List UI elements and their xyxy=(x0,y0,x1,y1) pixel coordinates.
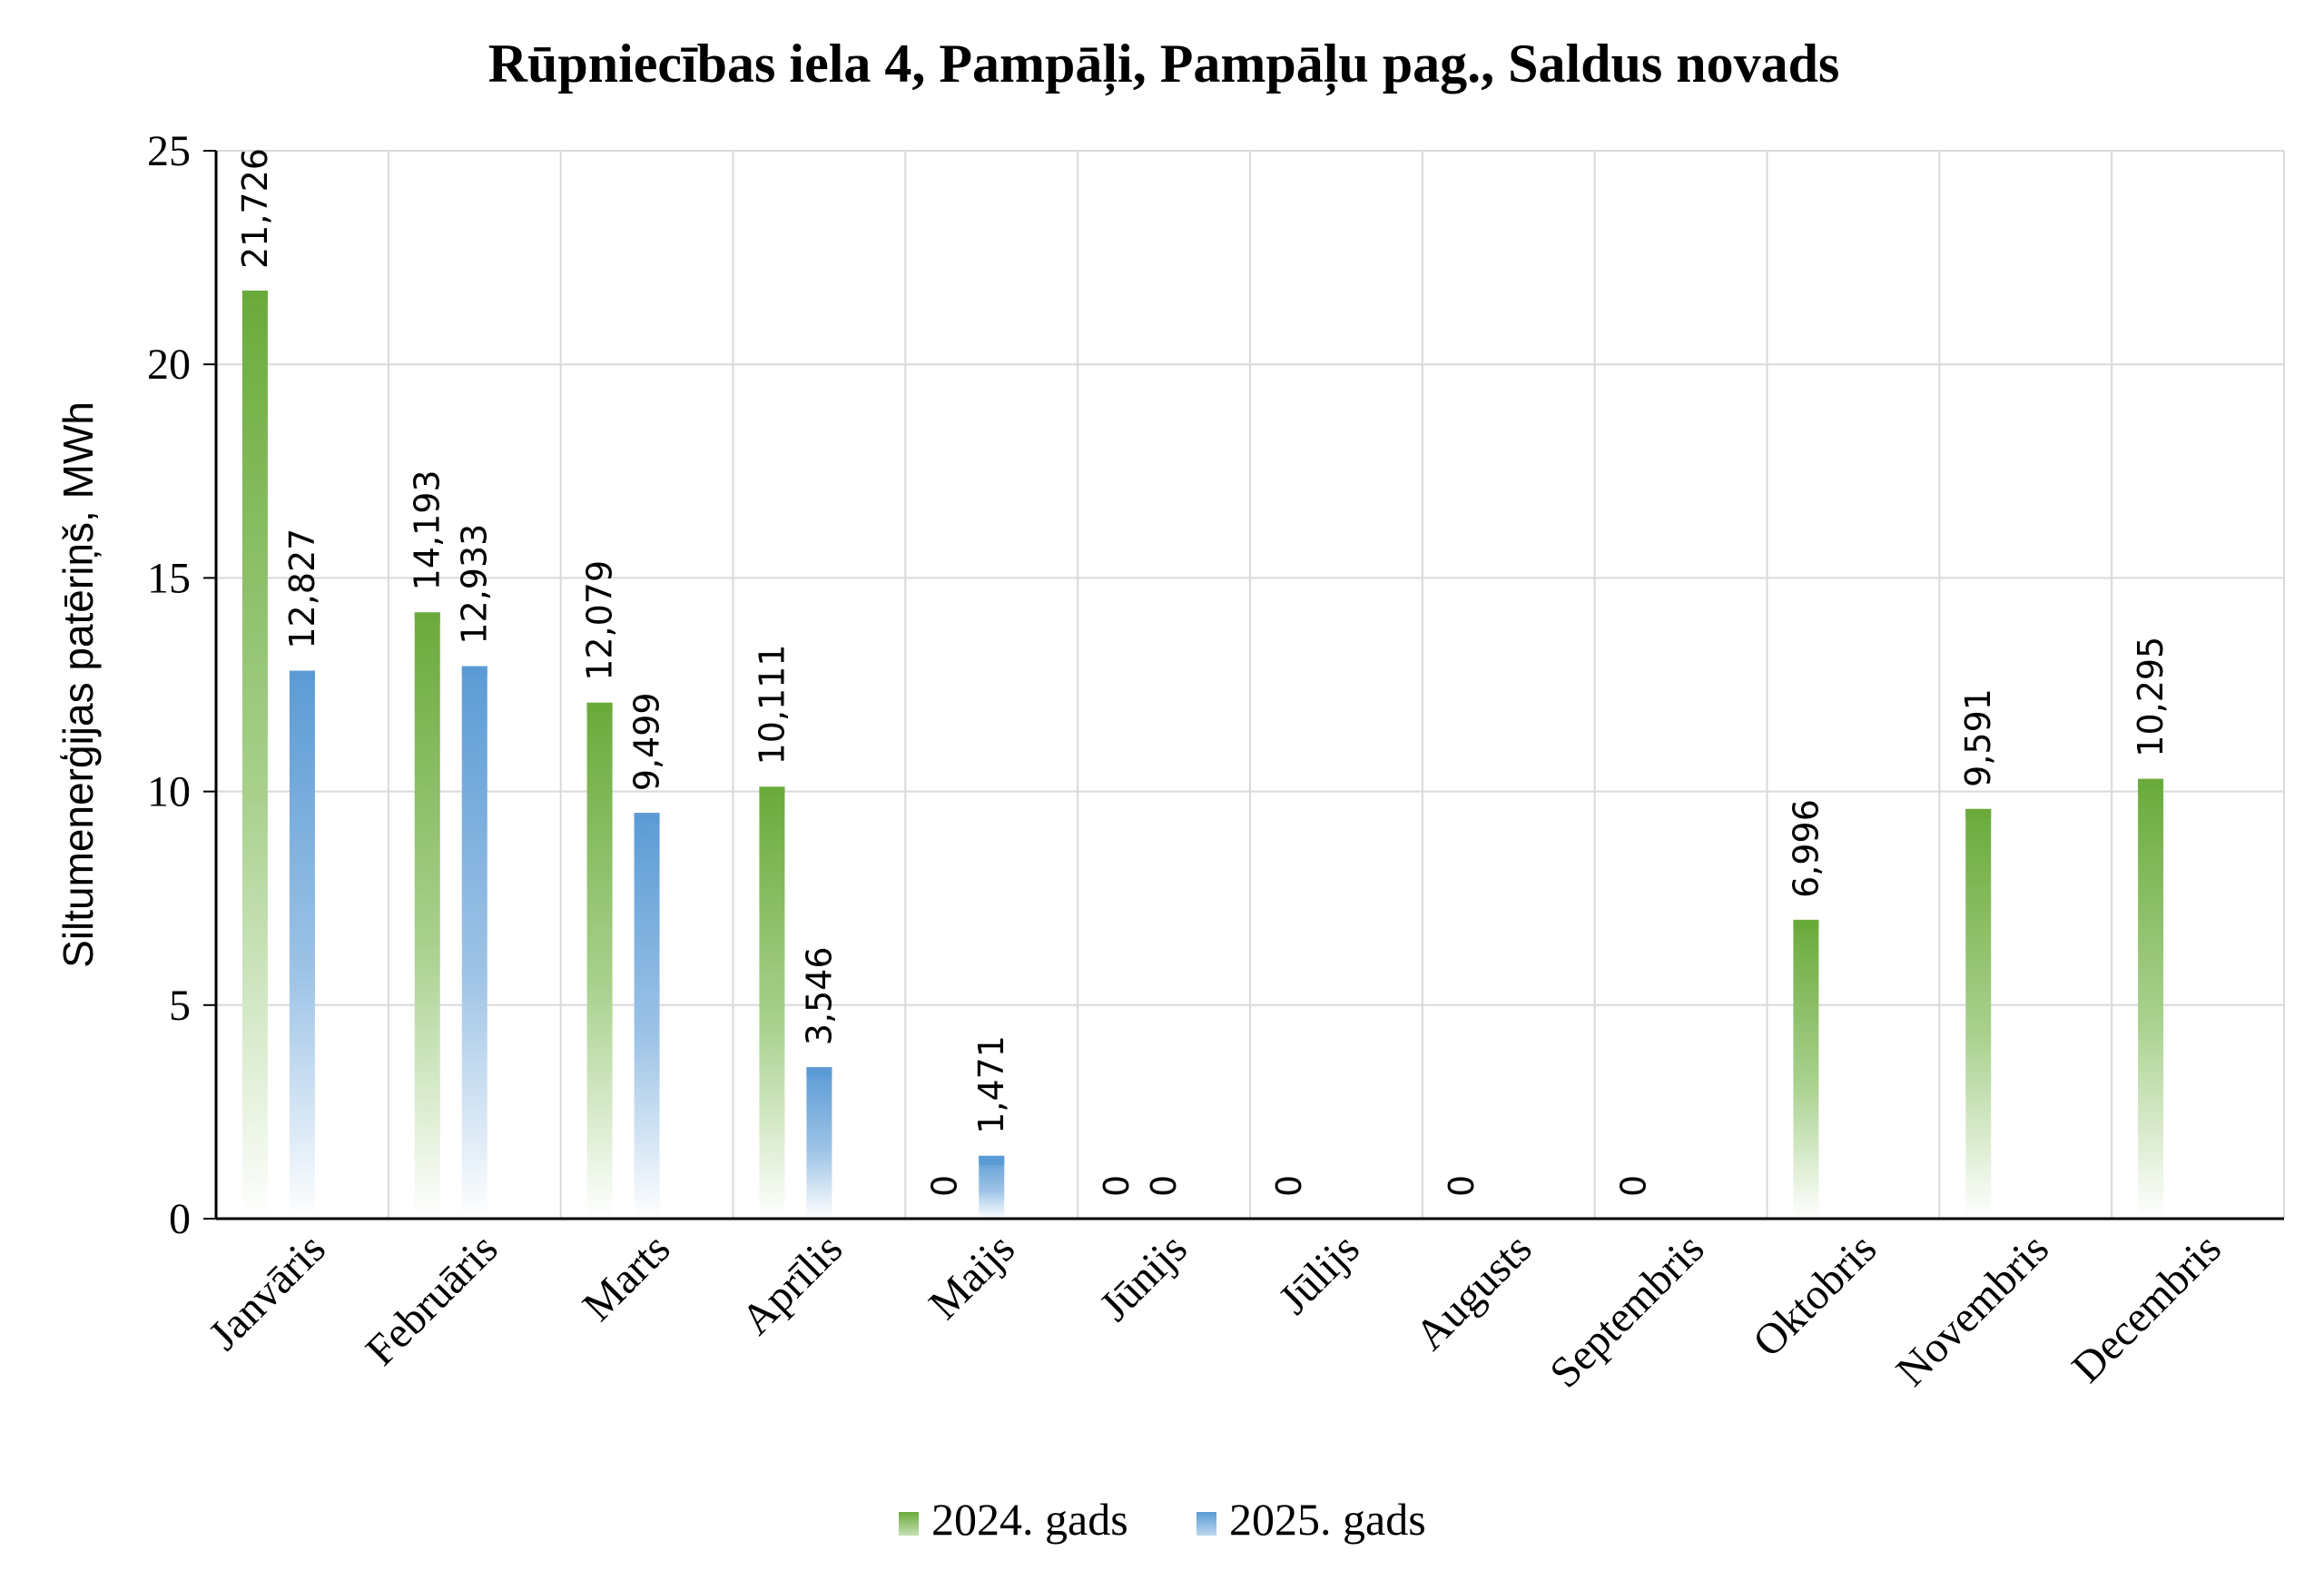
x-tick-label: Jūnijs xyxy=(1090,1224,1196,1330)
legend-swatch-2024 xyxy=(899,1512,919,1536)
bars xyxy=(241,291,2164,1219)
bar-top xyxy=(634,813,660,823)
bar xyxy=(806,1067,832,1219)
bar xyxy=(634,813,660,1219)
data-label: 10,295 xyxy=(2131,637,2171,757)
x-tick-label: Decembris xyxy=(2063,1224,2230,1391)
data-label: 0 xyxy=(1269,1175,1309,1197)
axes xyxy=(214,151,2284,1220)
bar-top xyxy=(241,291,268,301)
x-tick-label: Februāris xyxy=(357,1224,507,1375)
bar xyxy=(461,666,487,1219)
bar-top xyxy=(2138,778,2164,788)
bar-top xyxy=(1965,808,1992,818)
y-tick-label: 5 xyxy=(169,982,191,1030)
bar xyxy=(759,786,785,1219)
x-tick-label: Maijs xyxy=(920,1224,1024,1329)
y-tick-label: 25 xyxy=(147,127,191,175)
data-label: 9,591 xyxy=(1958,688,1998,787)
x-tick-label: Septembris xyxy=(1541,1224,1713,1397)
x-tick-label: Augusts xyxy=(1406,1224,1541,1359)
bar-top xyxy=(414,612,440,622)
data-label: 10,111 xyxy=(752,644,792,765)
legend-swatch-2025 xyxy=(1196,1512,1216,1536)
bar-top xyxy=(586,702,613,712)
y-tick-labels: 0 5 10 15 20 25 xyxy=(147,127,216,1243)
legend-item-2025: 2025. gads xyxy=(1196,1494,1426,1545)
data-label: 6,996 xyxy=(1786,799,1826,898)
bar-top xyxy=(979,1155,1005,1165)
chart-title: Rūpniecības iela 4, Pampāļi, Pampāļu pag… xyxy=(488,34,1840,96)
x-tick-label: Aprīlis xyxy=(732,1224,852,1344)
data-label: 0 xyxy=(1097,1175,1137,1197)
data-label: 12,827 xyxy=(282,529,322,649)
data-label: 3,546 xyxy=(799,946,839,1045)
bar-top xyxy=(461,666,487,676)
y-tick-label: 0 xyxy=(169,1195,191,1243)
y-tick-label: 10 xyxy=(147,768,191,816)
legend: 2024. gads 2025. gads xyxy=(899,1494,1426,1545)
bar xyxy=(586,702,613,1219)
legend-label-2025: 2025. gads xyxy=(1229,1494,1426,1545)
y-tick-label: 20 xyxy=(147,341,191,389)
bar xyxy=(241,291,268,1219)
bar xyxy=(414,612,440,1219)
y-tick-label: 15 xyxy=(147,554,191,602)
x-tick-labels: Janvāris Februāris Marts Aprīlis Maijs Jūnijs… xyxy=(200,1224,2230,1397)
x-tick-label: Marts xyxy=(574,1224,680,1330)
x-tick-label: Jūlijs xyxy=(1270,1224,1369,1323)
data-label: 0 xyxy=(1144,1175,1184,1197)
bar xyxy=(979,1155,1005,1219)
x-tick-label: Novembris xyxy=(1887,1224,2058,1395)
data-label: 0 xyxy=(1614,1175,1654,1197)
data-label: 0 xyxy=(924,1175,964,1197)
bar xyxy=(1793,919,1819,1219)
legend-item-2024: 2024. gads xyxy=(899,1494,1128,1545)
y-axis-label: Siltumenerģijas patēriņš, MWh xyxy=(54,401,102,968)
bar-top xyxy=(1793,919,1819,929)
bar-top xyxy=(289,670,315,680)
bar-top xyxy=(759,786,785,796)
bar xyxy=(289,670,315,1219)
bar-top xyxy=(806,1067,832,1077)
data-label: 12,079 xyxy=(580,560,620,681)
legend-label-2024: 2024. gads xyxy=(931,1494,1128,1545)
data-label: 1,471 xyxy=(971,1035,1011,1134)
data-label: 9,499 xyxy=(627,692,667,791)
bar xyxy=(1965,808,1992,1219)
data-label: 0 xyxy=(1442,1175,1482,1197)
data-label: 21,726 xyxy=(235,148,275,269)
x-tick-label: Janvāris xyxy=(200,1224,335,1359)
x-tick-label: Oktobris xyxy=(1744,1224,1886,1366)
data-label: 12,933 xyxy=(455,524,495,645)
bar xyxy=(2138,778,2164,1219)
data-label: 14,193 xyxy=(408,469,448,590)
grid xyxy=(216,150,2285,1219)
